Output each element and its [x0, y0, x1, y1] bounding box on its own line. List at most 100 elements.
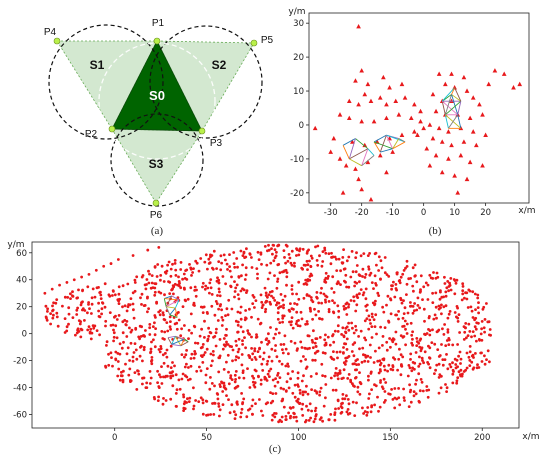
data-point-c	[254, 369, 258, 373]
data-point-c	[123, 304, 127, 308]
data-point-c	[235, 344, 238, 347]
data-point-c	[114, 350, 118, 354]
data-point-c	[476, 293, 480, 297]
data-point-c	[395, 313, 398, 317]
data-point-c	[209, 413, 213, 416]
data-point-c	[77, 288, 80, 292]
data-point-c	[212, 413, 216, 416]
data-point-c	[372, 361, 376, 364]
data-point-c	[411, 330, 414, 334]
data-point-c	[336, 330, 340, 333]
data-point-c	[351, 326, 354, 330]
data-point-c	[309, 264, 313, 268]
data-point-c	[297, 319, 300, 322]
data-point-c	[182, 409, 186, 412]
data-point-c	[477, 366, 481, 369]
data-point-c	[373, 252, 377, 256]
data-point-c	[176, 283, 180, 287]
data-point-c	[289, 377, 292, 381]
data-point-c	[295, 419, 299, 423]
data-point-c	[442, 305, 446, 309]
data-point-c	[244, 266, 248, 270]
data-point-c	[310, 298, 313, 302]
data-point-c	[480, 338, 484, 342]
data-point-c	[218, 294, 222, 298]
data-point-c	[185, 362, 188, 366]
data-point-c	[427, 388, 431, 392]
data-point-b	[396, 112, 402, 117]
data-point-c	[218, 408, 222, 412]
data-point-c	[438, 354, 442, 357]
data-point-c	[403, 306, 407, 310]
data-point-c	[402, 396, 406, 400]
data-point-c	[242, 376, 246, 380]
data-point-c	[281, 320, 284, 324]
data-point-c	[195, 261, 199, 265]
data-point-b	[477, 102, 482, 107]
data-point-c	[140, 292, 144, 296]
data-point-c	[474, 316, 478, 320]
data-point-b	[455, 190, 461, 195]
data-point-c	[415, 344, 419, 347]
data-point-c	[301, 402, 305, 406]
data-point-c	[94, 268, 98, 272]
data-point-c	[321, 250, 325, 253]
data-point-b	[362, 142, 368, 148]
data-point-c	[121, 305, 124, 309]
data-point-c	[465, 366, 469, 370]
data-point-c	[141, 359, 144, 363]
data-point-c	[373, 303, 376, 307]
data-point-c	[148, 326, 152, 330]
data-point-c	[438, 297, 442, 301]
data-point-c	[443, 358, 447, 361]
data-point-c	[238, 311, 242, 315]
data-point-b	[362, 91, 368, 97]
data-point-c	[250, 404, 254, 408]
data-point-c	[447, 337, 451, 340]
data-point-c	[232, 251, 236, 254]
data-point-c	[331, 299, 334, 302]
data-point-c	[97, 286, 100, 289]
data-point-c	[446, 280, 450, 283]
data-point-c	[474, 308, 477, 311]
data-point-c	[282, 343, 286, 346]
data-point-c	[377, 346, 381, 350]
data-point-c	[483, 362, 487, 366]
data-point-c	[383, 271, 387, 275]
data-point-c	[80, 275, 84, 279]
data-point-c	[405, 265, 409, 268]
data-point-c	[160, 264, 164, 268]
data-point-c	[332, 340, 336, 344]
data-point-c	[257, 374, 260, 378]
data-point-b	[424, 146, 430, 151]
data-point-b	[359, 118, 365, 124]
data-point-c	[341, 326, 345, 330]
data-point-c	[335, 269, 339, 272]
data-point-c	[270, 418, 274, 422]
mesh-edge-c	[164, 298, 180, 301]
data-point-c	[332, 311, 336, 315]
data-point-c	[157, 348, 161, 351]
data-point-c	[284, 415, 288, 418]
data-point-c	[374, 299, 377, 303]
data-point-c	[368, 252, 371, 255]
data-point-b	[359, 68, 365, 73]
data-point-c	[153, 290, 157, 294]
data-point-c	[304, 263, 307, 267]
data-point-c	[327, 252, 331, 256]
data-point-c	[293, 261, 296, 265]
data-point-c	[382, 310, 386, 314]
data-point-c	[389, 345, 392, 349]
data-point-c	[158, 309, 162, 312]
data-point-c	[448, 363, 452, 366]
data-point-c	[89, 337, 93, 341]
data-point-c	[324, 294, 327, 298]
data-point-c	[209, 253, 212, 257]
data-point-c	[379, 277, 382, 281]
data-point-c	[244, 309, 248, 312]
x-tick-label-b: -30	[324, 208, 338, 218]
data-point-c	[365, 317, 369, 320]
data-point-c	[384, 381, 388, 384]
data-point-c	[333, 255, 337, 259]
data-point-c	[394, 287, 398, 290]
